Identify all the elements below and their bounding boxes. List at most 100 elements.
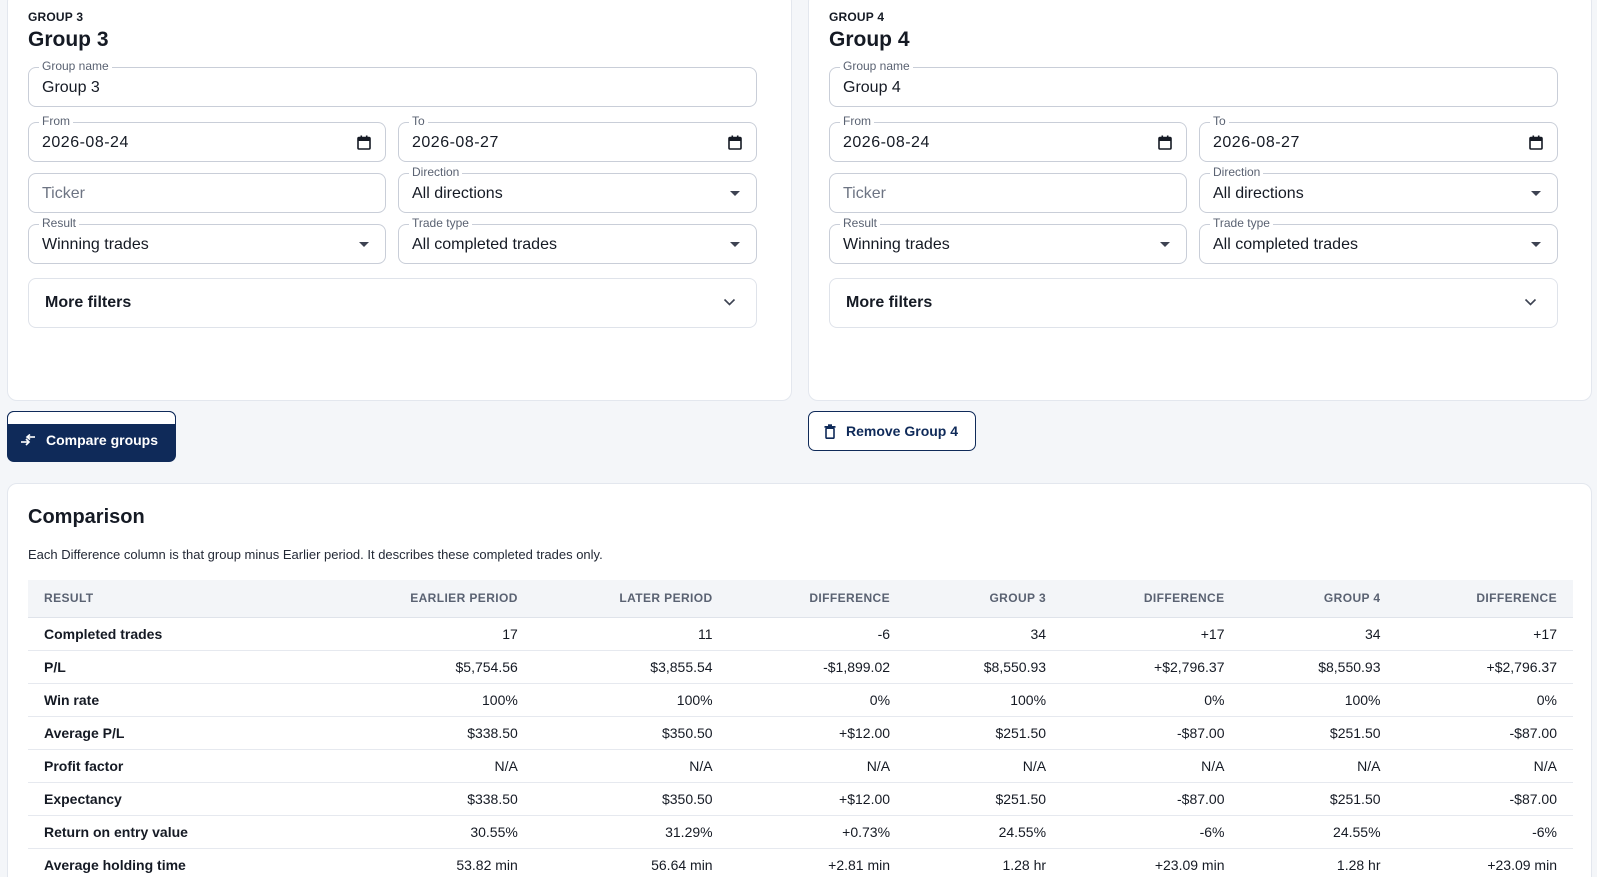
to-value: 2026-08-27 [1213, 134, 1300, 151]
table-cell: 1.28 hr [1002, 856, 1047, 873]
row-label: Completed trades [44, 625, 163, 642]
direction-select[interactable]: Direction All directions [1199, 165, 1558, 213]
table-cell: 34 [1030, 625, 1047, 642]
table-cell: 100% [482, 691, 518, 708]
table-row: P/L $5,754.56 $3,855.54 -$1,899.02 $8,550.93… [28, 650, 1573, 683]
trade-type-value: All completed trades [412, 236, 557, 253]
row-label: Average holding time [44, 856, 186, 873]
to-label: To [1210, 114, 1229, 128]
caret-down-icon [730, 191, 740, 196]
table-cell: -$87.00 [1177, 790, 1225, 807]
table-cell: $8,550.93 [1318, 658, 1381, 675]
row-label: P/L [44, 658, 66, 675]
table-cell: 100% [676, 691, 713, 708]
calendar-icon[interactable] [728, 135, 742, 150]
table-cell: N/A [689, 757, 713, 774]
row-label: Profit factor [44, 757, 124, 774]
from-date-field[interactable]: From 2026-08-24 [28, 114, 386, 162]
remove-group-label: Remove Group 4 [846, 423, 959, 439]
more-filters-label: More filters [45, 294, 132, 311]
ticker-input[interactable]: Ticker [829, 173, 1187, 213]
ticker-input[interactable]: Ticker [28, 173, 386, 213]
group-name-field[interactable]: Group name Group 3 [28, 59, 757, 107]
table-cell: 31.29% [665, 823, 713, 840]
result-label: Result [39, 216, 80, 230]
table-cell: N/A [866, 757, 891, 774]
trade-type-label: Trade type [409, 216, 472, 230]
column-header: DIFFERENCE [728, 580, 907, 618]
trade-type-label: Trade type [1210, 216, 1273, 230]
caret-down-icon [1160, 242, 1170, 247]
table-cell: +23.09 min [1487, 856, 1557, 873]
table-cell: $251.50 [1329, 790, 1381, 807]
row-label: Win rate [44, 691, 100, 708]
table-cell: 56.64 min [651, 856, 713, 873]
table-row: Profit factor N/A N/A N/A N/A N/A N/A N/A [28, 749, 1573, 782]
table-header-row: RESULT EARLIER PERIOD LATER PERIOD DIFFE… [28, 580, 1573, 618]
table-cell: $338.50 [467, 790, 518, 807]
table-cell: $3,855.54 [650, 658, 713, 675]
to-date-field[interactable]: To 2026-08-27 [398, 114, 757, 162]
direction-value: All directions [1213, 185, 1304, 202]
group-name-label: Group name [39, 59, 112, 73]
result-select[interactable]: Result Winning trades [829, 216, 1187, 264]
table-cell: $251.50 [995, 724, 1047, 741]
column-header: EARLIER PERIOD [339, 580, 534, 618]
column-header: DIFFERENCE [1396, 580, 1573, 618]
compare-arrows-icon [21, 434, 35, 446]
table-cell: N/A [1533, 757, 1557, 774]
comparison-table: RESULT EARLIER PERIOD LATER PERIOD DIFFE… [28, 580, 1573, 877]
to-date-field[interactable]: To 2026-08-27 [1199, 114, 1558, 162]
remove-group-button[interactable]: Remove Group 4 [808, 411, 976, 451]
group-4-card: GROUP 4 Group 4 Group name Group 4 From … [808, 0, 1592, 401]
more-filters-toggle[interactable]: More filters [829, 278, 1558, 328]
trade-type-value: All completed trades [1213, 236, 1358, 253]
group-name-field[interactable]: Group name Group 4 [829, 59, 1558, 107]
comparison-card: Comparison Each Difference column is tha… [7, 483, 1592, 877]
table-row: Average P/L $338.50 $350.50 +$12.00 $251.50 -… [28, 716, 1573, 749]
column-header: LATER PERIOD [533, 580, 729, 618]
from-label: From [39, 114, 73, 128]
calendar-icon[interactable] [1158, 135, 1172, 150]
table-cell: $350.50 [661, 724, 713, 741]
table-cell: +23.09 min [1154, 856, 1225, 873]
calendar-icon[interactable] [1529, 135, 1543, 150]
table-cell: +$12.00 [839, 790, 891, 807]
table-cell: -$1,899.02 [823, 658, 891, 675]
direction-select[interactable]: Direction All directions [398, 165, 757, 213]
table-row: Expectancy $338.50 $350.50 +$12.00 $251.50 -$… [28, 782, 1573, 815]
table-cell: +$2,796.37 [1154, 658, 1225, 675]
to-label: To [409, 114, 428, 128]
table-row: Win rate 100% 100% 0% 100% 0% 100% 0% [28, 683, 1573, 716]
table-cell: +0.73% [842, 823, 891, 840]
table-row: Average holding time 53.82 min 56.64 min +2… [28, 848, 1573, 877]
group-tag: GROUP 3 [28, 10, 84, 24]
table-cell: -$87.00 [1509, 790, 1557, 807]
column-header: GROUP 4 [1240, 580, 1397, 618]
table-row: Return on entry value 30.55% 31.29% +0.73% 2… [28, 815, 1573, 848]
from-value: 2026-08-24 [843, 134, 930, 151]
table-cell: +$2,796.37 [1486, 658, 1557, 675]
group-tag: GROUP 4 [829, 10, 885, 24]
table-cell: $350.50 [661, 790, 713, 807]
table-cell: 100% [1010, 691, 1047, 708]
chevron-down-icon [1524, 298, 1537, 306]
trade-type-select[interactable]: Trade type All completed trades [1199, 216, 1558, 264]
table-cell: 17 [502, 625, 518, 642]
more-filters-label: More filters [846, 294, 933, 311]
calendar-icon[interactable] [357, 135, 371, 150]
result-select[interactable]: Result Winning trades [28, 216, 386, 264]
caret-down-icon [359, 242, 369, 247]
group-name-value: Group 3 [42, 79, 100, 96]
table-cell: -$87.00 [1177, 724, 1225, 741]
chevron-down-icon [723, 298, 736, 306]
from-date-field[interactable]: From 2026-08-24 [829, 114, 1187, 162]
more-filters-toggle[interactable]: More filters [28, 278, 757, 328]
table-cell: $8,550.93 [983, 658, 1047, 675]
row-label: Average P/L [44, 724, 125, 741]
group-name-label: Group name [840, 59, 913, 73]
table-cell: -6% [1199, 823, 1225, 840]
trade-type-select[interactable]: Trade type All completed trades [398, 216, 757, 264]
compare-groups-button[interactable]: Compare groups [7, 411, 176, 462]
table-cell: 100% [1344, 691, 1381, 708]
